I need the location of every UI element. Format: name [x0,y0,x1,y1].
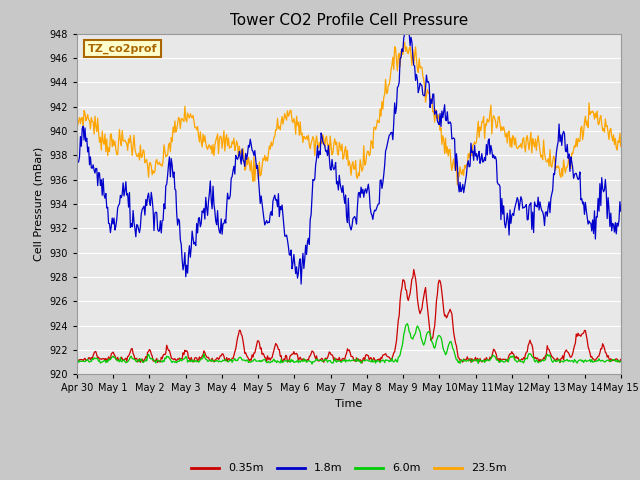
6.0m [73,357,81,363]
0.35m [169,356,177,362]
1.8m [402,31,410,36]
1.8m [320,141,328,147]
23.5m [401,39,408,45]
23.5m [213,135,221,141]
1.8m [484,138,492,144]
1.8m [438,108,445,114]
23.5m [394,68,401,74]
6.0m [484,357,492,363]
23.5m [169,124,177,130]
Line: 6.0m: 6.0m [77,324,621,364]
0.35m [213,356,221,361]
1.8m [73,157,81,163]
1.8m [213,222,221,228]
0.35m [484,358,492,363]
23.5m [319,132,327,137]
Y-axis label: Cell Pressure (mBar): Cell Pressure (mBar) [33,147,44,261]
Line: 23.5m: 23.5m [77,42,621,185]
6.0m [404,321,412,326]
0.35m [358,360,366,366]
0.35m [410,266,417,272]
0.35m [394,317,402,323]
Legend: 0.35m, 1.8m, 6.0m, 23.5m: 0.35m, 1.8m, 6.0m, 23.5m [187,459,511,478]
6.0m [394,354,402,360]
X-axis label: Time: Time [335,399,362,409]
23.5m [454,182,461,188]
23.5m [437,125,445,131]
Line: 1.8m: 1.8m [77,34,621,284]
6.0m [320,358,328,363]
Line: 0.35m: 0.35m [77,269,621,363]
0.35m [617,357,625,362]
1.8m [394,84,402,89]
0.35m [438,289,445,295]
Title: Tower CO2 Profile Cell Pressure: Tower CO2 Profile Cell Pressure [230,13,468,28]
Text: TZ_co2prof: TZ_co2prof [88,44,157,54]
23.5m [73,111,81,117]
0.35m [73,359,81,364]
6.0m [169,359,177,364]
1.8m [298,281,305,287]
0.35m [319,357,327,363]
1.8m [169,174,177,180]
6.0m [308,361,316,367]
23.5m [484,119,492,125]
23.5m [617,144,625,149]
6.0m [213,358,221,363]
6.0m [438,338,445,344]
1.8m [617,208,625,214]
6.0m [617,359,625,364]
